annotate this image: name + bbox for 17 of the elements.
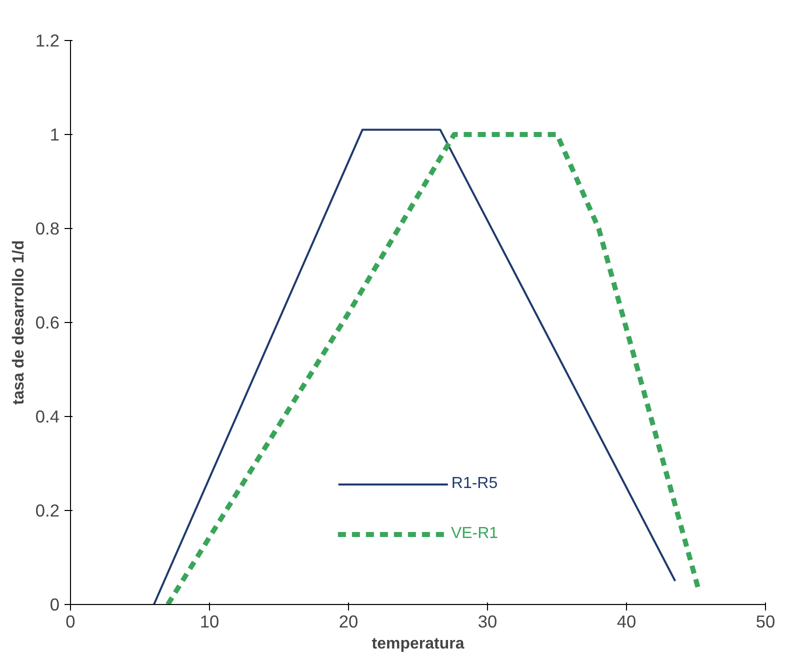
- x-tick-label: 20: [338, 612, 358, 632]
- y-tick-label: 0.2: [35, 500, 60, 520]
- text: R1-R5: [451, 475, 498, 493]
- x-tick-label: 10: [200, 612, 220, 632]
- y-tick-label: 1.2: [35, 30, 60, 50]
- x-tick-label: 50: [756, 612, 776, 632]
- y-tick-label: 0.6: [35, 312, 60, 332]
- x-tick-label: 30: [478, 612, 498, 632]
- x-axis-title: temperatura: [372, 636, 464, 652]
- y-tick-label: 1: [50, 124, 60, 144]
- text: VE-R1: [450, 525, 498, 543]
- y-axis-title: tasa de desarrollo 1/d: [10, 240, 28, 405]
- x-tick-label: 0: [66, 612, 76, 632]
- x-tick-label: 40: [616, 612, 636, 632]
- y-tick-label: 0.4: [35, 406, 60, 426]
- y-tick-label: 0.8: [35, 218, 60, 238]
- y-tick-label: 0: [50, 594, 60, 614]
